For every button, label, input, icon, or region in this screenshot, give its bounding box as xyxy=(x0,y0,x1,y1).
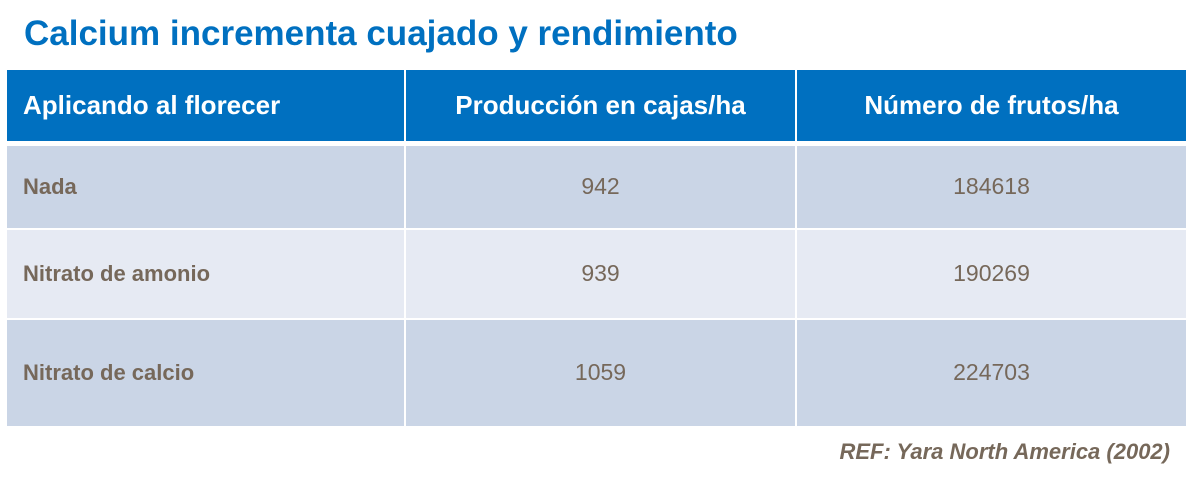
header-production: Producción en cajas/ha xyxy=(404,68,797,146)
results-table: Aplicando al florecer Producción en caja… xyxy=(5,68,1186,428)
cell-fruit-count: 184618 xyxy=(795,142,1186,230)
cell-treatment: Nada xyxy=(5,142,406,230)
table-row: Nada 942 184618 xyxy=(5,142,1186,230)
cell-production: 939 xyxy=(404,227,797,320)
cell-fruit-count: 190269 xyxy=(795,227,1186,320)
reference-note: REF: Yara North America (2002) xyxy=(839,439,1170,464)
table-row: Nitrato de amonio 939 190269 xyxy=(5,227,1186,320)
table-header-row: Aplicando al florecer Producción en caja… xyxy=(5,68,1186,146)
cell-treatment: Nitrato de amonio xyxy=(5,227,406,320)
cell-fruit-count: 224703 xyxy=(795,317,1186,428)
cell-production: 942 xyxy=(404,142,797,230)
header-application: Aplicando al florecer xyxy=(5,68,406,146)
slide-title: Calcium incrementa cuajado y rendimiento xyxy=(24,14,738,53)
cell-production: 1059 xyxy=(404,317,797,428)
cell-treatment: Nitrato de calcio xyxy=(5,317,406,428)
header-fruit-count: Número de frutos/ha xyxy=(795,68,1186,146)
table-row: Nitrato de calcio 1059 224703 xyxy=(5,317,1186,428)
